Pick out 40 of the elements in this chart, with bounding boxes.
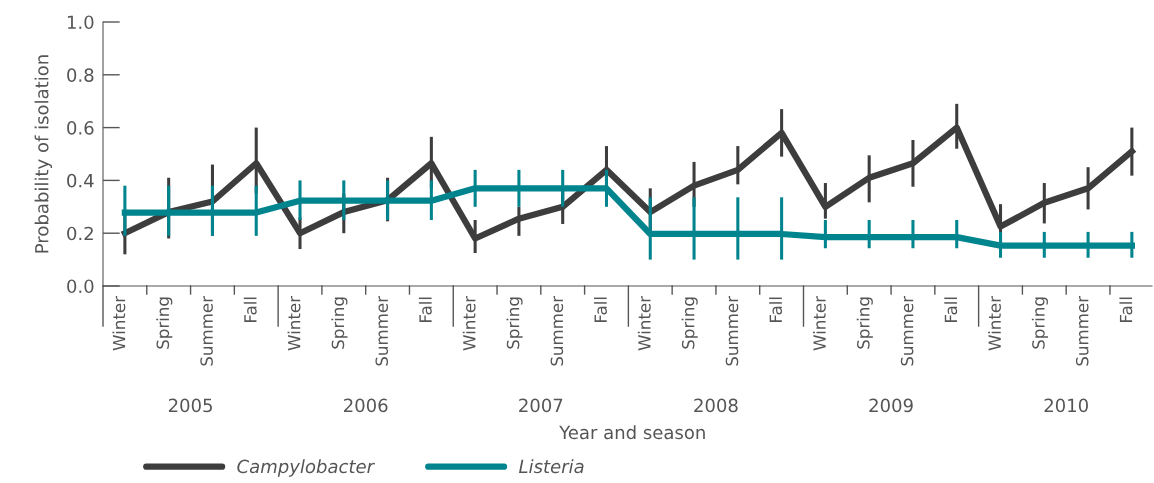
x-tick-label: Fall <box>944 297 958 322</box>
x-tick-label: Winter <box>637 296 651 351</box>
x-tick-label: Summer <box>1075 296 1089 366</box>
text: 2010 <box>1044 398 1088 413</box>
y-tick-label: 1.0 <box>67 15 94 30</box>
x-tick-label: Fall <box>418 297 432 322</box>
text: 2008 <box>694 398 738 413</box>
x-tick-label: Winter <box>287 296 301 351</box>
text: 2009 <box>869 398 913 413</box>
text: 2006 <box>344 398 388 413</box>
legend-label: Campylobacter <box>237 459 375 477</box>
x-tick-label: Fall <box>594 297 607 322</box>
x-tick-label: Spring <box>506 297 523 349</box>
legend-label: Listeria <box>519 459 584 474</box>
x-tick-label: Winter <box>988 296 1001 351</box>
x-tick-label: Spring <box>156 297 173 349</box>
y-tick-label: 0.0 <box>67 279 94 294</box>
text: 2007 <box>519 398 563 413</box>
x-tick-label: Spring <box>856 297 873 349</box>
y-tick-label: 0.6 <box>67 121 94 135</box>
y-axis-title: Probability of isolation <box>34 55 53 253</box>
x-tick-label: Spring <box>331 297 348 349</box>
y-tick-label: 0.4 <box>67 173 94 188</box>
x-tick-label: Summer <box>200 296 213 366</box>
x-tick-label: Winter <box>462 296 476 351</box>
y-tick-label: 0.8 <box>67 68 94 82</box>
x-tick-label: Fall <box>243 297 257 322</box>
y-tick-label: 0.2 <box>67 226 93 241</box>
x-tick-label: Spring <box>1031 297 1048 349</box>
x-tick-label: Summer <box>375 296 389 366</box>
x-tick-label: Fall <box>1119 297 1133 322</box>
x-tick-label: Winter <box>812 296 826 351</box>
x-axis-title: Year and season <box>559 425 705 440</box>
x-tick-label: Fall <box>769 297 783 322</box>
x-tick-label: Winter <box>112 296 126 351</box>
text: 2005 <box>168 398 212 413</box>
x-tick-label: Summer <box>725 296 739 366</box>
x-tick-label: Summer <box>550 296 564 366</box>
x-tick-label: Spring <box>681 297 698 349</box>
x-tick-label: Summer <box>900 296 914 366</box>
